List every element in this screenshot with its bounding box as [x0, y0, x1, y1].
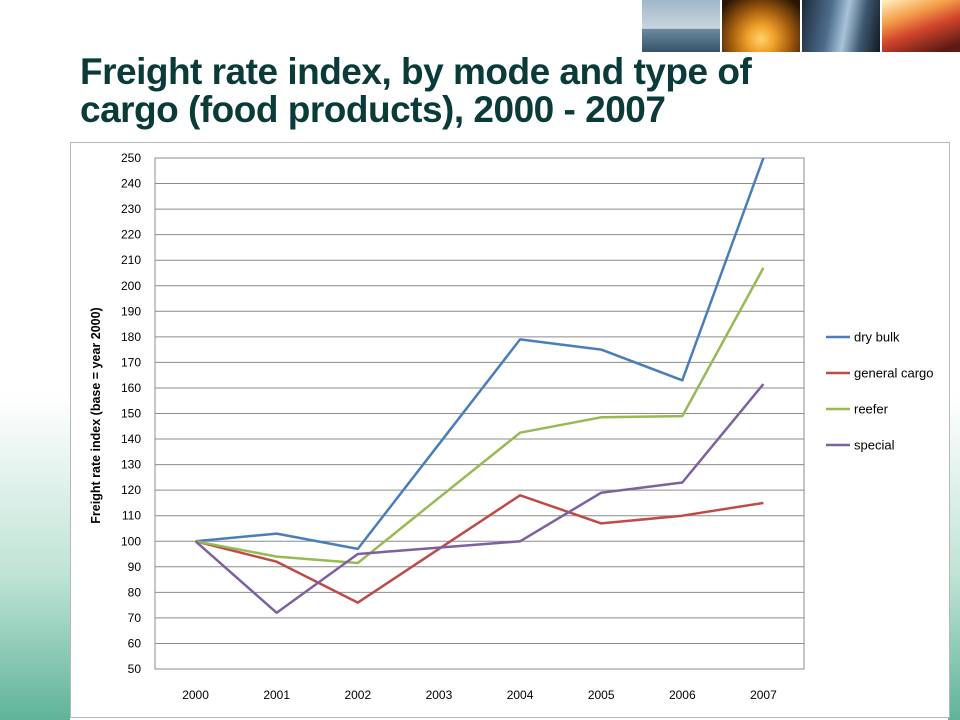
- series-line-special: [194, 383, 765, 615]
- y-tick-label: 110: [122, 509, 141, 523]
- series-line-general-cargo: [195, 494, 764, 604]
- y-tick-label: 190: [121, 304, 141, 318]
- y-axis-label: Freight rate index (base = year 2000): [89, 307, 103, 523]
- y-tick-label: 240: [121, 177, 141, 191]
- y-tick-label: 50: [128, 662, 142, 676]
- x-tick-label: 2000: [182, 688, 209, 702]
- left-gradient-strip: [0, 0, 70, 720]
- y-tick-label: 70: [128, 611, 142, 625]
- y-tick-label: 100: [121, 534, 141, 548]
- y-tick-label: 200: [121, 279, 141, 293]
- truck-photo-icon: [882, 0, 960, 52]
- line-chart: 50 60 70 80 90 100 110 120 130 140 150 160 170 180 190…: [89, 151, 934, 702]
- y-tick-label: 220: [121, 228, 141, 242]
- x-tick-label: 2003: [426, 688, 453, 702]
- chart-frame: 50 60 70 80 90 100 110 120 130 140 150 160 170 180 190…: [70, 142, 950, 718]
- y-tick-label: 80: [128, 585, 142, 599]
- y-tick-label: 130: [121, 458, 141, 472]
- x-tick-label: 2006: [669, 688, 696, 702]
- train-photo-icon: [802, 0, 880, 52]
- x-tick-label: 2002: [344, 688, 371, 702]
- legend-label: dry bulk: [854, 330, 900, 345]
- y-tick-label: 120: [121, 483, 141, 497]
- y-tick-label: 210: [121, 253, 141, 267]
- slide-title: Freight rate index, by mode and type of …: [80, 51, 752, 130]
- x-tick-label: 2007: [750, 688, 777, 702]
- y-tick-label: 60: [128, 636, 142, 650]
- series-line-dry-bulk: [195, 157, 765, 551]
- y-tick-label: 160: [121, 381, 141, 395]
- y-tick-label: 90: [128, 560, 142, 574]
- legend-label: special: [854, 438, 895, 453]
- y-tick-label: 250: [121, 151, 141, 165]
- plot-area-border: [154, 157, 805, 670]
- x-tick-label: 2001: [263, 688, 290, 702]
- legend-label: reefer: [854, 402, 889, 417]
- series-line-reefer: [195, 267, 765, 565]
- legend-label: general cargo: [854, 366, 934, 381]
- y-tick-label: 170: [121, 355, 141, 369]
- y-tick-label: 180: [121, 330, 141, 344]
- x-tick-label: 2005: [588, 688, 615, 702]
- y-tick-label: 230: [121, 202, 141, 216]
- y-tick-label: 150: [121, 407, 141, 421]
- right-gradient-strip: [948, 0, 960, 720]
- photo-banner: [642, 0, 960, 52]
- x-tick-label: 2004: [507, 688, 534, 702]
- ship-photo-icon: [642, 0, 720, 52]
- y-tick-label: 140: [121, 432, 141, 446]
- airplane-photo-icon: [722, 0, 800, 52]
